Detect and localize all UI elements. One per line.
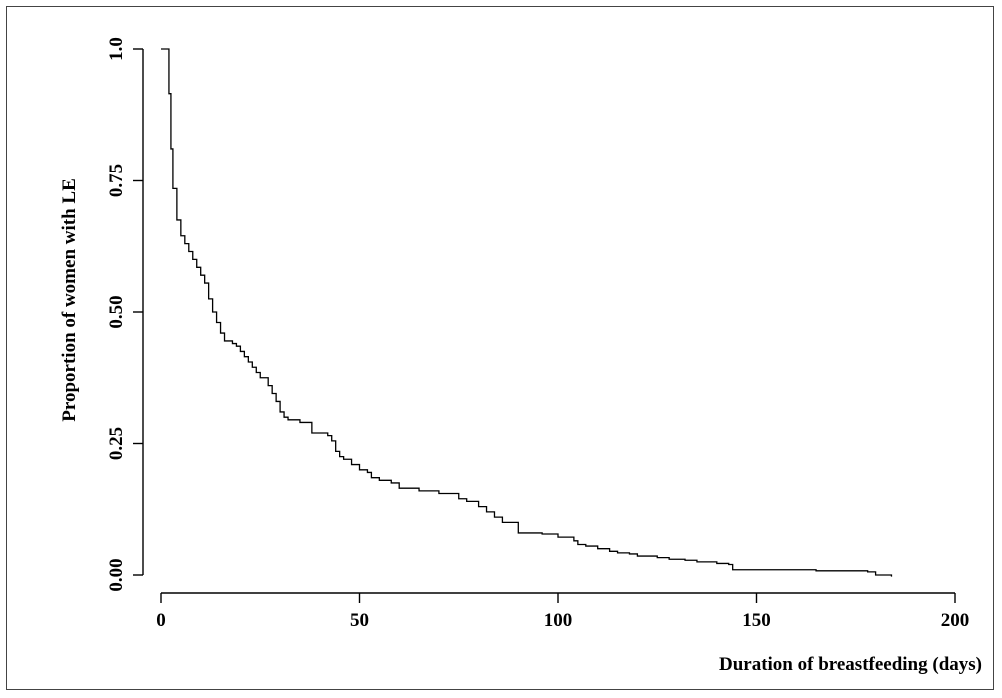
- x-axis-title: Duration of breastfeeding (days): [719, 654, 982, 675]
- y-tick-label: 1.0: [106, 37, 127, 61]
- survival-curve: [161, 48, 893, 577]
- x-axis: 0 50 100 150 200: [156, 592, 970, 631]
- y-tick-label: 0.50: [106, 295, 127, 328]
- y-axis: 0.00 0.25 0.50 0.75 1.0: [106, 37, 144, 592]
- y-tick-label: 0.75: [106, 164, 127, 197]
- x-tick-label: 50: [350, 610, 369, 631]
- x-tick-label: 0: [156, 610, 166, 631]
- x-tick-label: 150: [742, 610, 771, 631]
- x-tick-label: 100: [544, 610, 573, 631]
- y-axis-title: Proportion of women with LE: [59, 178, 80, 421]
- x-tick-label: 200: [941, 610, 970, 631]
- y-tick-label: 0.25: [106, 427, 127, 460]
- y-tick-label: 0.00: [106, 558, 127, 591]
